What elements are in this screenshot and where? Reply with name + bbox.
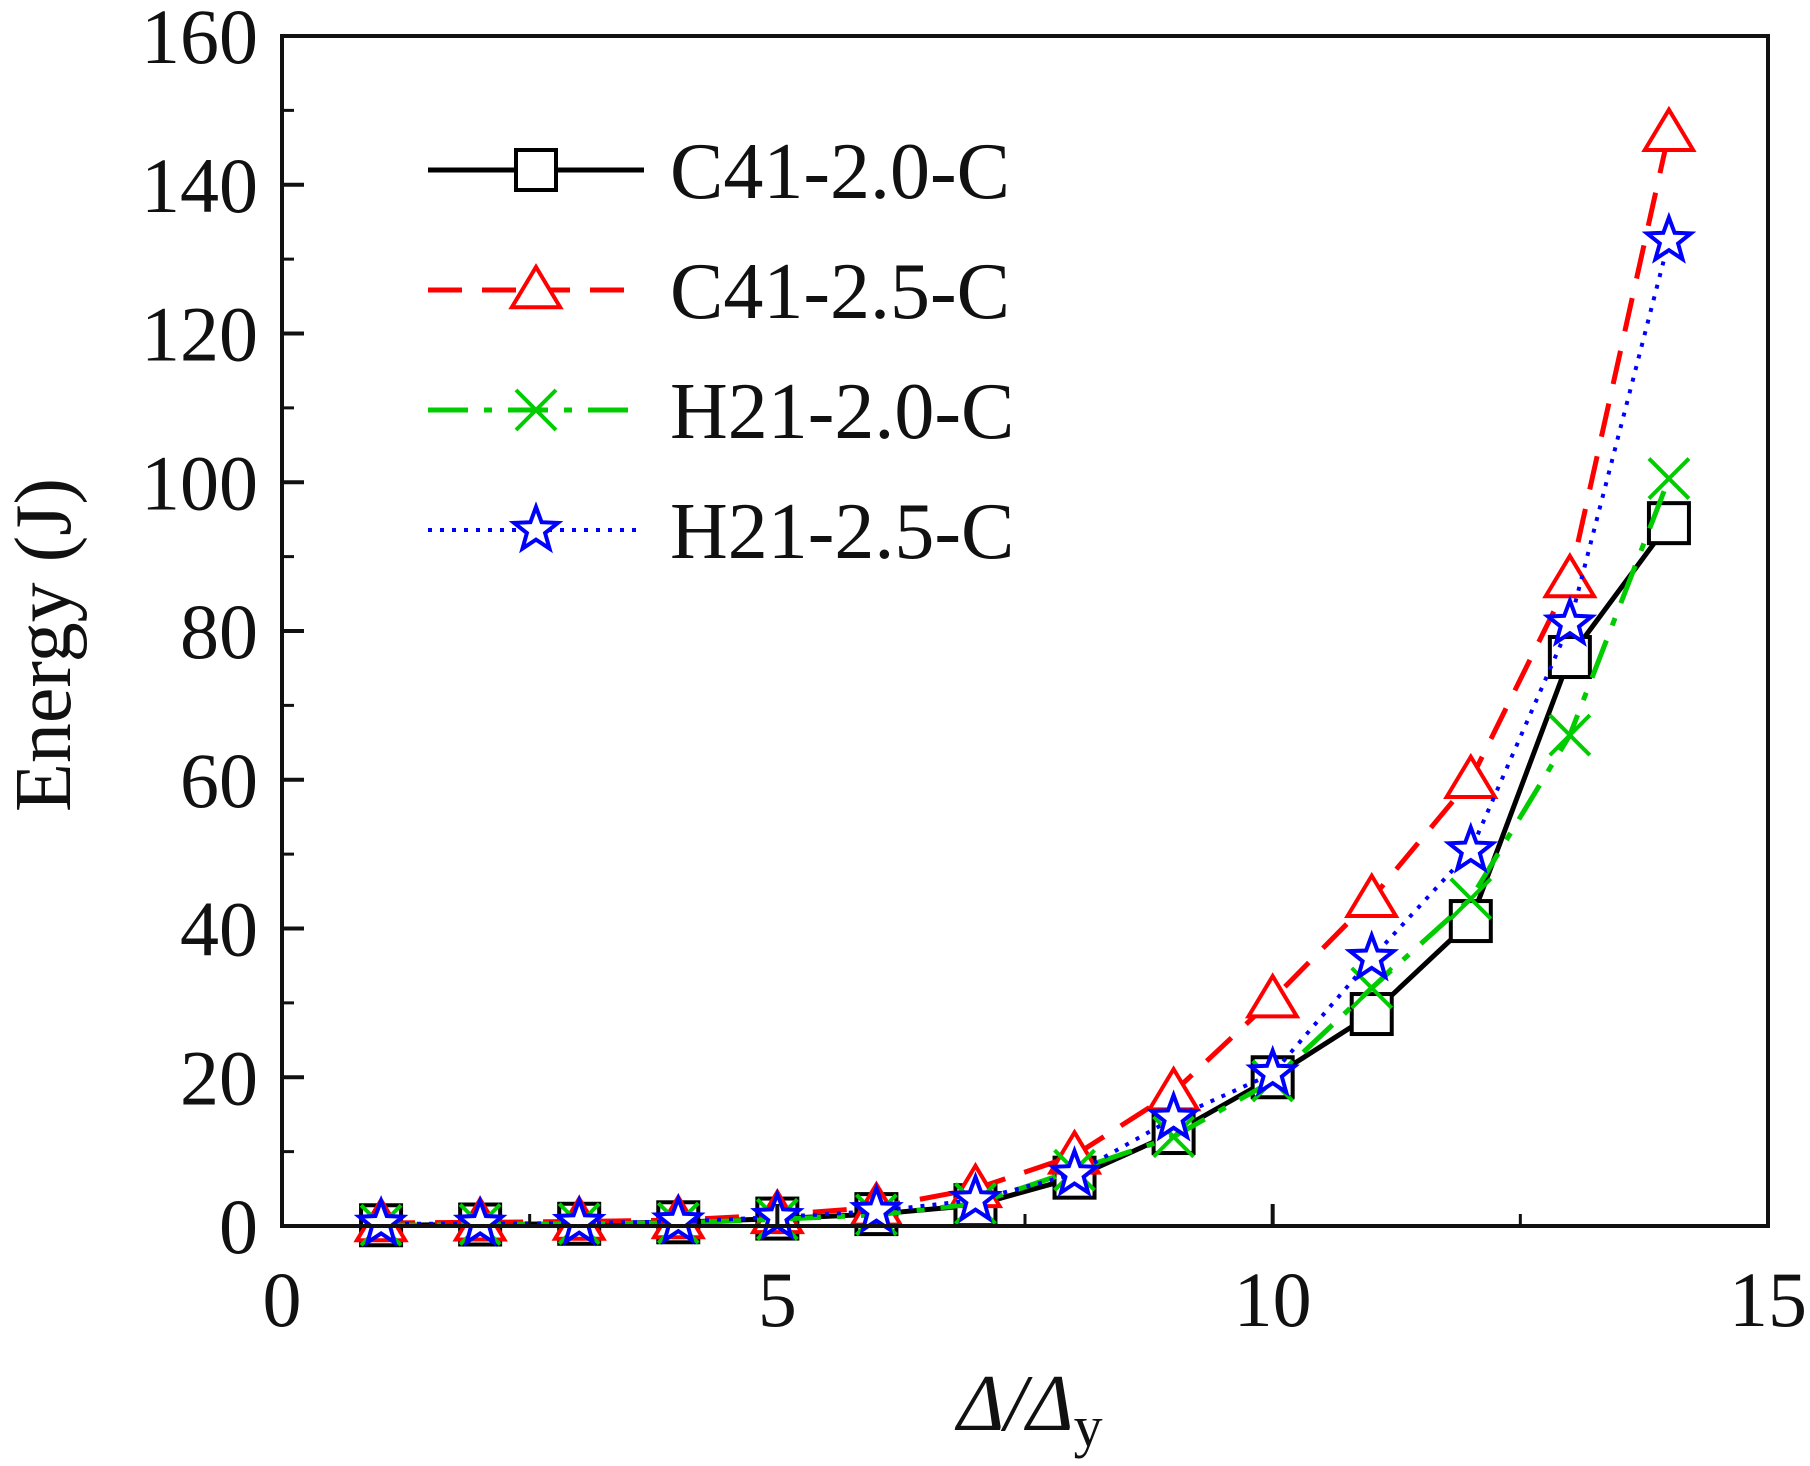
data-point	[1146, 1089, 1202, 1142]
x-axis-label-main: Δ/Δ	[954, 1360, 1073, 1448]
data-point	[1542, 594, 1598, 647]
x-tick-label: 5	[758, 1256, 797, 1343]
legend-marker	[514, 388, 558, 432]
series-layer	[353, 105, 1697, 1248]
series-line	[381, 521, 1671, 1228]
data-point	[848, 1182, 904, 1235]
legend-label: H21-2.0-C	[670, 368, 1014, 456]
x-axis-label: Δ/Δy	[954, 1360, 1102, 1459]
legend-label: C41-2.5-C	[670, 248, 1010, 336]
data-point	[1244, 972, 1301, 1019]
data-point	[1443, 752, 1499, 799]
tick-layer: 0 5 10 15 0 20 40 60 80 100 120 140 160	[141, 0, 1807, 1343]
data-point	[1449, 877, 1493, 921]
data-point	[1443, 821, 1499, 874]
y-tick-label: 140	[141, 142, 258, 229]
data-point	[948, 1171, 1003, 1224]
data-point	[1344, 929, 1400, 982]
data-point	[1047, 1145, 1102, 1198]
y-tick-label: 80	[180, 588, 258, 675]
y-axis-label: Energy (J)	[0, 478, 88, 812]
x-tick-label: 0	[263, 1256, 302, 1343]
data-point	[551, 1194, 607, 1247]
legend-item: H21-2.0-C	[428, 368, 1014, 456]
data-point	[1245, 1044, 1300, 1097]
legend-marker	[508, 263, 564, 310]
series-line	[381, 240, 1671, 1226]
series-H21-2.0-C	[359, 457, 1691, 1247]
legend-item: C41-2.5-C	[428, 248, 1010, 336]
legend-marker	[508, 501, 564, 554]
y-tick-label: 0	[219, 1183, 258, 1270]
y-tick-label: 120	[141, 291, 258, 378]
data-point	[353, 1195, 409, 1248]
data-point	[1641, 211, 1697, 264]
y-tick-label: 20	[180, 1034, 258, 1121]
data-point	[1344, 871, 1400, 918]
data-point	[650, 1192, 706, 1245]
data-point	[1542, 552, 1598, 599]
data-point	[1641, 105, 1697, 152]
legend-item: C41-2.0-C	[428, 128, 1010, 216]
legend: C41-2.0-C C41-2.5-C H21-2.0-C H21-2.5-C	[428, 128, 1014, 576]
series-C41-2.5-C	[353, 105, 1697, 1243]
series-H21-2.5-C	[353, 211, 1697, 1248]
legend-marker	[514, 148, 558, 192]
legend-label: H21-2.5-C	[670, 488, 1014, 576]
series-line	[381, 132, 1672, 1226]
y-tick-label: 40	[180, 886, 258, 973]
y-tick-label: 160	[141, 0, 258, 80]
data-point	[1647, 457, 1691, 500]
legend-label: C41-2.0-C	[670, 128, 1010, 216]
y-tick-label: 60	[180, 737, 258, 824]
data-point	[1548, 713, 1592, 757]
x-tick-label: 15	[1729, 1256, 1807, 1343]
data-point	[1152, 1115, 1196, 1159]
legend-item: H21-2.5-C	[428, 488, 1014, 576]
data-point	[1448, 899, 1493, 944]
series-line	[381, 477, 1672, 1228]
x-axis-label-subscript: y	[1074, 1394, 1103, 1459]
x-tick-label: 10	[1234, 1256, 1312, 1343]
data-point	[452, 1195, 508, 1248]
y-tick-label: 100	[141, 439, 258, 526]
series-C41-2.0-C	[359, 501, 1691, 1248]
